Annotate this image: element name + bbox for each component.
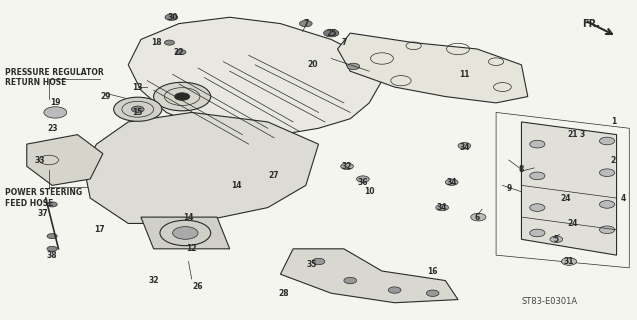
Circle shape [47, 246, 57, 252]
Text: FR.: FR. [582, 19, 600, 28]
Text: 4: 4 [620, 194, 626, 203]
Text: 31: 31 [564, 257, 575, 266]
Circle shape [445, 179, 458, 185]
Text: 35: 35 [307, 260, 317, 269]
Text: 34: 34 [447, 178, 457, 187]
Circle shape [357, 176, 369, 182]
Circle shape [176, 50, 186, 55]
Circle shape [165, 14, 178, 20]
Text: 14: 14 [183, 212, 194, 222]
Text: 18: 18 [152, 38, 162, 47]
Polygon shape [128, 17, 382, 135]
Circle shape [389, 287, 401, 293]
Circle shape [131, 106, 144, 112]
Text: 34: 34 [459, 143, 469, 152]
Text: 12: 12 [187, 244, 197, 253]
Text: 2: 2 [611, 156, 616, 164]
Text: 8: 8 [519, 165, 524, 174]
Text: 15: 15 [132, 108, 143, 117]
Text: 21: 21 [567, 130, 577, 139]
Circle shape [471, 213, 486, 221]
Text: 38: 38 [47, 251, 57, 260]
Text: 33: 33 [34, 156, 45, 164]
Circle shape [561, 258, 576, 265]
Circle shape [299, 20, 312, 27]
Polygon shape [27, 135, 103, 185]
Text: 26: 26 [193, 282, 203, 292]
Text: 20: 20 [307, 60, 317, 69]
Circle shape [599, 201, 615, 208]
Text: 13: 13 [132, 83, 143, 92]
Text: 17: 17 [94, 225, 105, 234]
Text: ST83-E0301A: ST83-E0301A [522, 297, 578, 306]
Text: 10: 10 [364, 187, 375, 196]
Polygon shape [141, 217, 230, 249]
Circle shape [530, 229, 545, 237]
Circle shape [312, 258, 325, 265]
Circle shape [530, 204, 545, 212]
Polygon shape [84, 112, 318, 223]
Circle shape [599, 137, 615, 145]
Circle shape [426, 290, 439, 296]
Text: 7: 7 [341, 38, 347, 47]
Text: 16: 16 [427, 267, 438, 276]
Text: 27: 27 [269, 172, 280, 180]
Circle shape [113, 97, 162, 121]
Circle shape [173, 227, 198, 239]
Text: 34: 34 [437, 203, 447, 212]
Text: 32: 32 [342, 162, 352, 171]
Circle shape [436, 204, 448, 211]
Circle shape [324, 29, 339, 37]
Text: 24: 24 [567, 219, 577, 228]
Text: 7: 7 [303, 19, 308, 28]
Text: 28: 28 [278, 289, 289, 298]
Circle shape [550, 236, 562, 243]
Circle shape [341, 163, 354, 170]
Circle shape [599, 169, 615, 177]
Text: 29: 29 [101, 92, 111, 101]
Text: 24: 24 [561, 194, 571, 203]
Circle shape [47, 234, 57, 239]
Text: 11: 11 [459, 70, 469, 79]
Text: 1: 1 [611, 117, 616, 126]
Circle shape [44, 107, 67, 118]
Circle shape [47, 202, 57, 207]
Text: 14: 14 [231, 181, 241, 190]
Circle shape [175, 93, 190, 100]
Circle shape [344, 277, 357, 284]
Text: 25: 25 [326, 28, 336, 38]
Text: 19: 19 [50, 99, 61, 108]
Ellipse shape [154, 82, 211, 111]
Circle shape [599, 226, 615, 234]
Circle shape [530, 140, 545, 148]
Text: 9: 9 [506, 184, 512, 193]
Text: 5: 5 [554, 235, 559, 244]
Polygon shape [280, 249, 458, 303]
Text: PRESSURE REGULATOR
RETURN HOSE: PRESSURE REGULATOR RETURN HOSE [4, 68, 103, 87]
Text: 23: 23 [47, 124, 57, 133]
Text: 32: 32 [148, 276, 159, 285]
Text: POWER STEERING
FEED HOSE: POWER STEERING FEED HOSE [4, 188, 82, 208]
Text: 37: 37 [38, 209, 48, 219]
Circle shape [347, 63, 360, 69]
Circle shape [530, 172, 545, 180]
Circle shape [164, 40, 175, 45]
Text: 30: 30 [168, 13, 178, 22]
Polygon shape [522, 122, 617, 255]
Text: 3: 3 [579, 130, 584, 139]
Text: 6: 6 [475, 212, 480, 222]
Text: 36: 36 [357, 178, 368, 187]
Text: 22: 22 [174, 48, 184, 57]
Polygon shape [338, 33, 528, 103]
Circle shape [458, 142, 471, 149]
